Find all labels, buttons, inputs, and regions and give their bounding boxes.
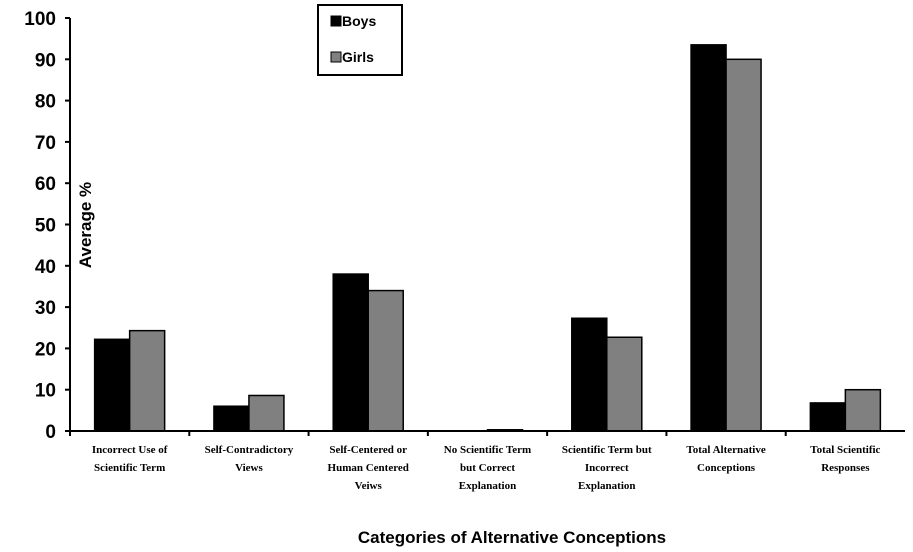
- x-category-label-line: Explanation: [578, 480, 635, 492]
- x-category-label-line: Scientific Term but: [562, 444, 652, 456]
- legend-swatch-girls: [330, 51, 342, 63]
- x-category-label-line: Incorrect Use of: [92, 444, 168, 456]
- legend: Boys Girls: [317, 4, 403, 76]
- x-category-label: Self-Contradictory Views: [205, 444, 294, 474]
- x-category-label: Scientific Term but Incorrect Explanation: [562, 444, 652, 492]
- x-category-label: No Scientific Term but Correct Explanation: [444, 444, 531, 492]
- x-category-label-line: Human Centered: [328, 462, 409, 474]
- bar-boys: [571, 317, 608, 432]
- bar-boys: [93, 338, 131, 432]
- legend-swatch-boys: [330, 15, 342, 27]
- y-axis-title: Average %: [76, 182, 95, 268]
- x-category-label-line: Responses: [821, 462, 870, 474]
- bar-boys: [332, 273, 369, 432]
- y-tick-label: 100: [24, 9, 56, 30]
- y-tick-label: 60: [35, 174, 56, 195]
- x-category-label-line: Explanation: [459, 480, 516, 492]
- legend-label-girls: Girls: [342, 49, 374, 65]
- y-tick-label: 50: [35, 216, 56, 237]
- x-category-label-line: but Correct: [460, 462, 515, 474]
- x-category-label-line: Conceptions: [697, 462, 756, 474]
- x-axis-title: Categories of Alternative Conceptions: [358, 528, 666, 547]
- y-tick-label: 90: [35, 50, 56, 71]
- bar-boys: [809, 402, 847, 432]
- x-category-label-line: Views: [235, 462, 263, 474]
- x-category-label: Incorrect Use of Scientific Term: [92, 444, 168, 474]
- y-tick-label: 80: [35, 92, 56, 113]
- x-category-label: Self-Centered or Human Centered Veiws: [328, 444, 409, 492]
- y-tick-label: 10: [35, 381, 56, 402]
- x-category-label: Total Alternative Conceptions: [686, 444, 765, 474]
- x-category-label-line: Scientific Term: [94, 462, 165, 474]
- bar-girls: [725, 58, 762, 432]
- x-category-label-line: Total Scientific: [810, 444, 880, 456]
- x-category-label-line: Veiws: [355, 480, 383, 492]
- bar-girls: [248, 394, 285, 432]
- bar-girls: [367, 289, 404, 432]
- bar-girls: [128, 329, 166, 432]
- bars-group: [69, 44, 882, 436]
- legend-label-boys: Boys: [342, 13, 376, 29]
- y-tick-label: 40: [35, 257, 56, 278]
- bar-girls: [606, 336, 643, 432]
- y-tick-label: 0: [45, 422, 56, 443]
- bar-boys: [690, 44, 727, 432]
- x-category-label-line: Self-Centered or: [329, 444, 407, 456]
- bar-girls: [844, 388, 882, 432]
- x-category-label: Total Scientific Responses: [810, 444, 880, 474]
- x-category-label-line: Total Alternative: [686, 444, 765, 456]
- axes-group: [69, 18, 905, 432]
- x-category-label-line: Self-Contradictory: [205, 444, 294, 456]
- y-tick-label: 30: [35, 298, 56, 319]
- y-tick-label: 70: [35, 133, 56, 154]
- y-ticks-group: 0 10 20 30 40 50 60 70 80 90 100: [24, 9, 70, 443]
- bar-boys: [213, 405, 250, 432]
- x-category-label-line: No Scientific Term: [444, 444, 531, 456]
- x-category-label-line: Incorrect: [585, 462, 629, 474]
- y-tick-label: 20: [35, 339, 56, 360]
- x-category-labels-group: Incorrect Use of Scientific Term Self-Cont…: [92, 444, 881, 492]
